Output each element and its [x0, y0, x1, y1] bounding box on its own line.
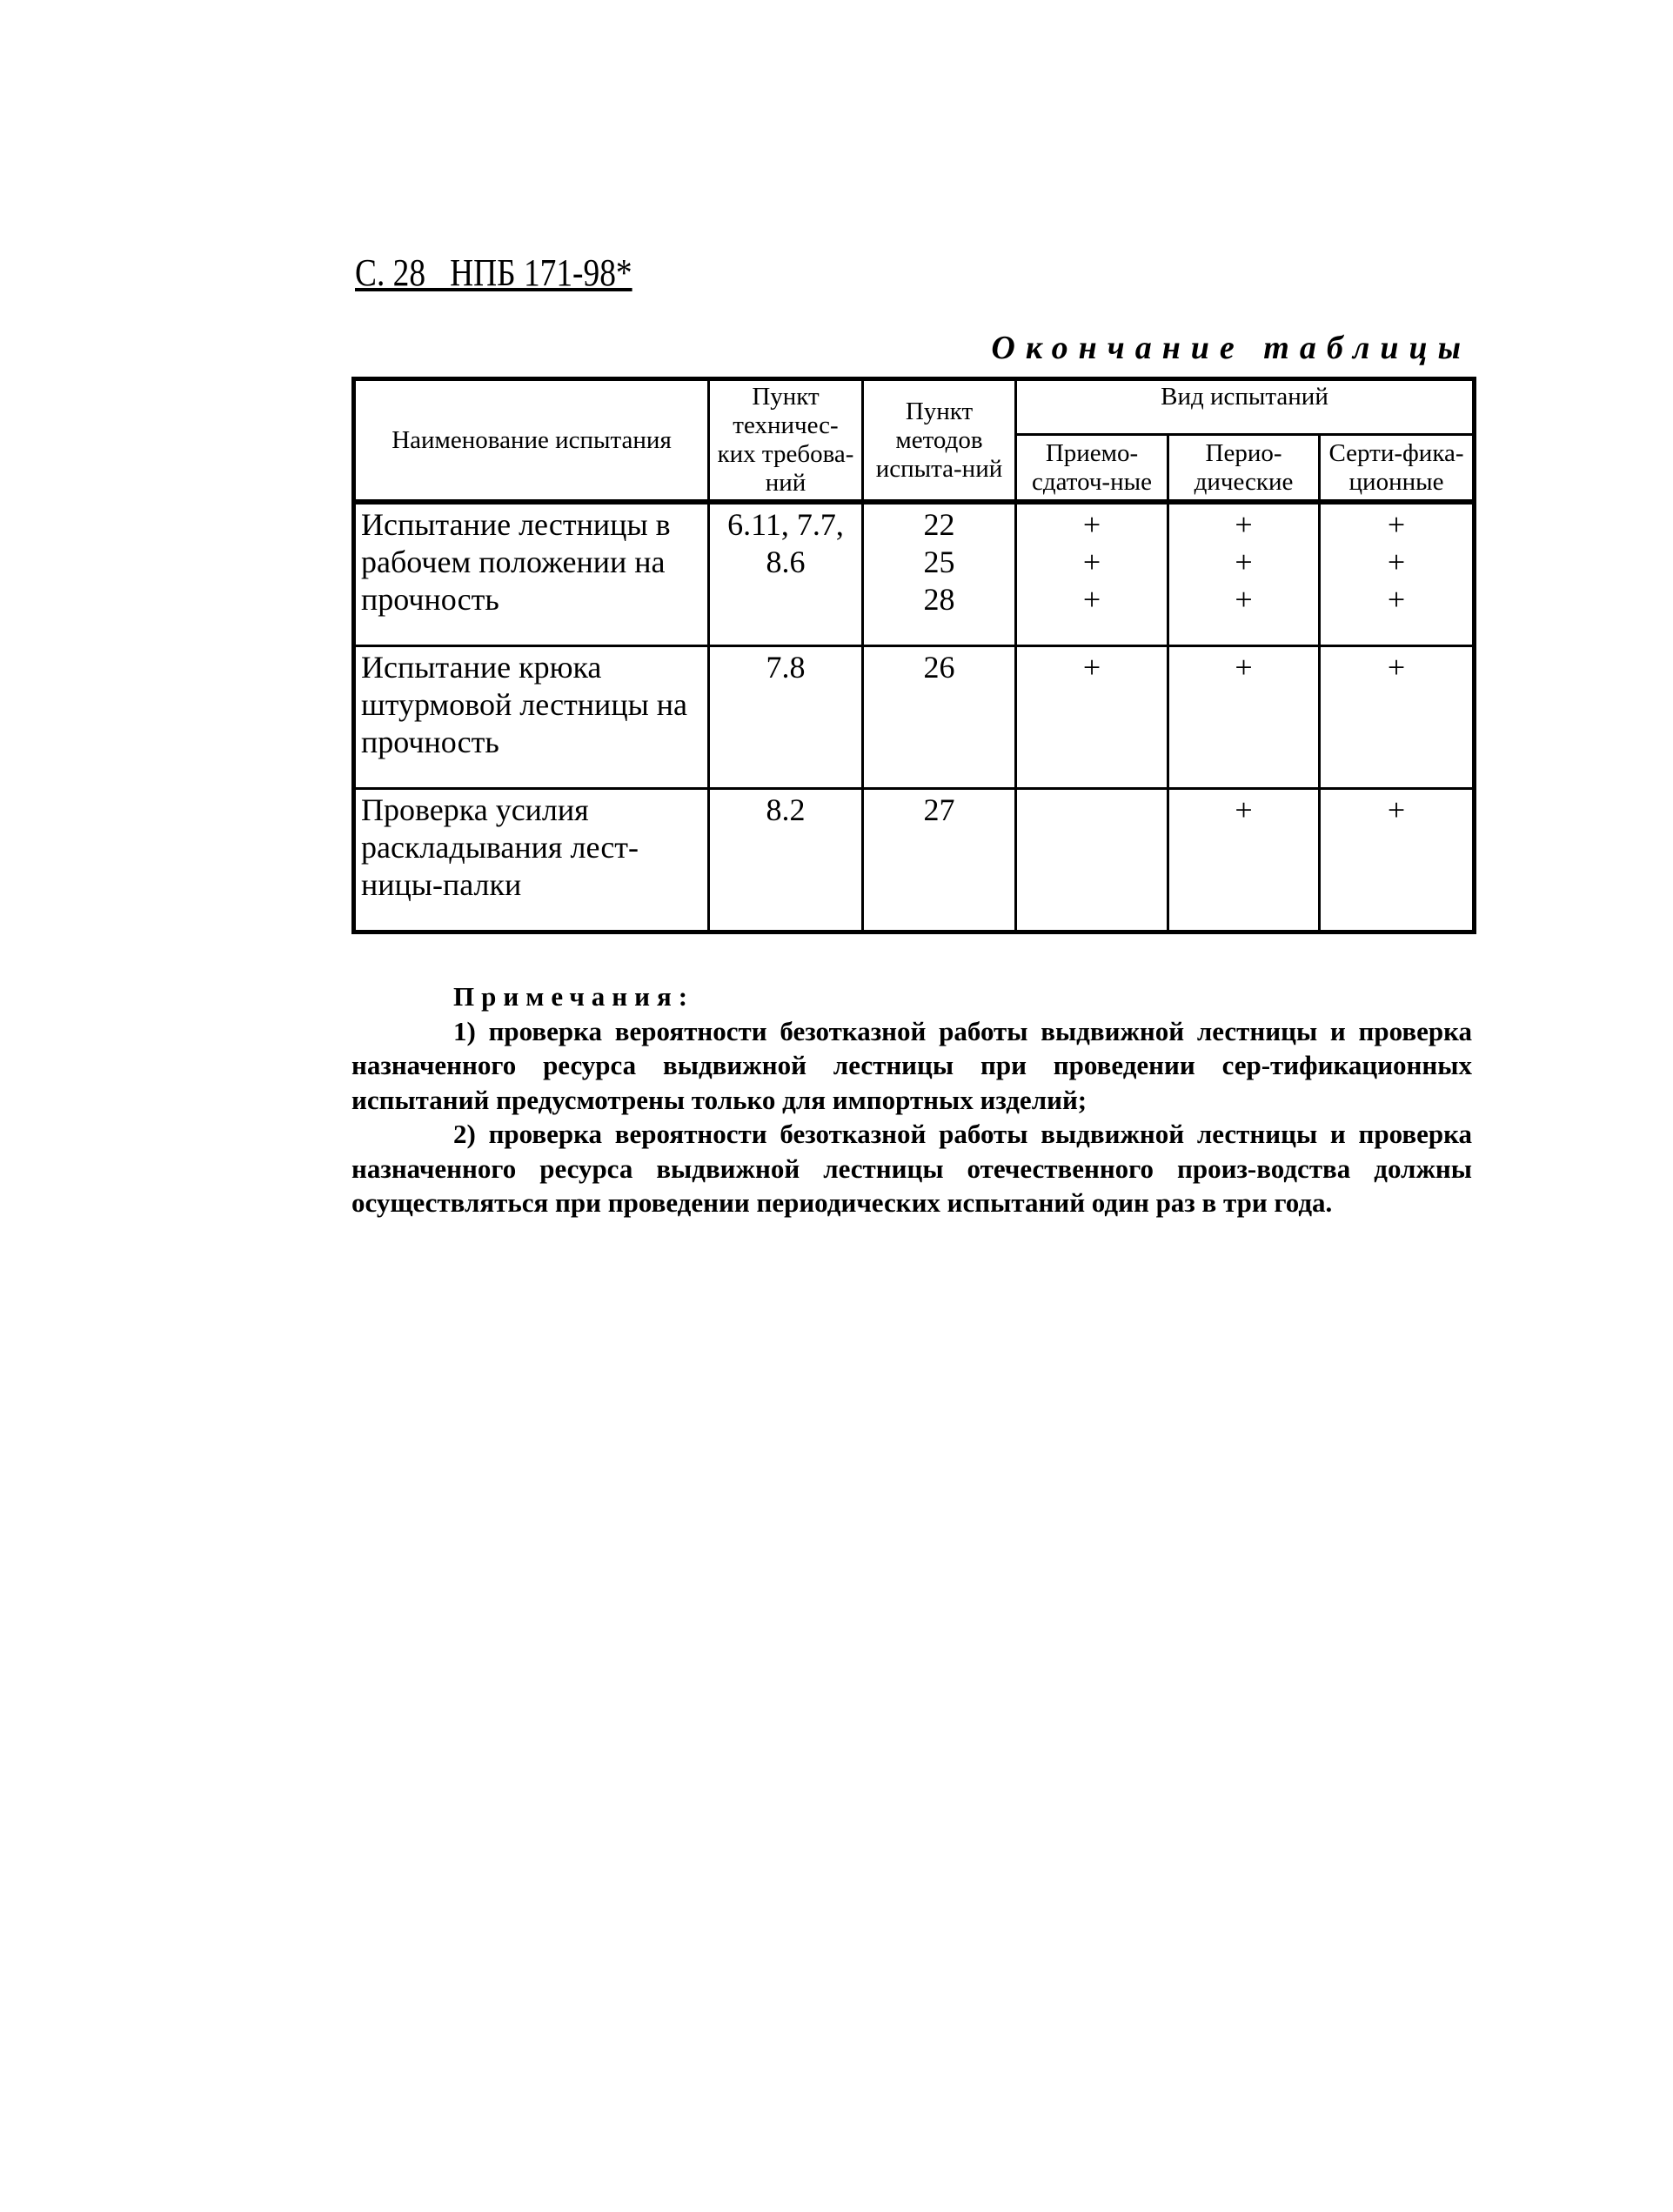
cell-methods: 22 25 28 [861, 500, 1017, 648]
cell-certification: + [1318, 645, 1476, 790]
cell-certification: + [1318, 786, 1476, 934]
notes-heading: Примечания: [453, 981, 695, 1012]
table-row: Испытание лестницы в рабочем положении н… [352, 500, 1476, 648]
col-acceptance-header: Приемо-сдаточ-ные [1014, 433, 1169, 504]
col-name-header: Наименование испытания [352, 378, 710, 504]
cell-name: Испытание крюка штурмовой лестницы на пр… [352, 645, 710, 790]
cell-name: Испытание лестницы в рабочем положении н… [352, 500, 710, 648]
note-item: 1) проверка вероятности безотказной рабо… [351, 1015, 1472, 1115]
cell-acceptance [1014, 786, 1169, 934]
cell-methods: 26 [861, 645, 1017, 790]
cell-periodic: + + + [1167, 500, 1321, 648]
table-row: Проверка усилия раскладывания лест-ницы-… [352, 786, 1476, 934]
cell-periodic: + [1167, 786, 1321, 934]
cell-periodic: + [1167, 645, 1321, 790]
table-row: Испытание крюка штурмовой лестницы на пр… [352, 645, 1476, 790]
cell-methods: 27 [861, 786, 1017, 934]
col-certification-header: Серти-фика-ционные [1318, 433, 1476, 504]
note-item: 2) проверка вероятности безотказной рабо… [351, 1119, 1472, 1218]
cell-acceptance: + + + [1014, 500, 1169, 648]
cell-tech-req: 8.2 [707, 786, 864, 934]
cell-acceptance: + [1014, 645, 1169, 790]
page-header: С. 28 НПБ 171-98* [355, 251, 632, 294]
table-continuation-label: Окончание таблицы [991, 330, 1471, 366]
notes: Примечания: 1) проверка вероятности безо… [351, 979, 1472, 1220]
cell-tech-req: 7.8 [707, 645, 864, 790]
cell-certification: + + + [1318, 500, 1476, 648]
cell-tech-req: 6.11, 7.7, 8.6 [707, 500, 864, 648]
col-periodic-header: Перио-дические [1167, 433, 1321, 504]
tests-table: Наименование испытания Пункт техничес-ки… [351, 377, 1476, 934]
col-tech-req-header: Пункт техничес-ких требова-ний [707, 378, 864, 504]
cell-name: Проверка усилия раскладывания лест-ницы-… [352, 786, 710, 934]
col-test-type-group-header: Вид испытаний [1014, 378, 1476, 436]
col-methods-header: Пункт методов испыта-ний [861, 378, 1017, 504]
